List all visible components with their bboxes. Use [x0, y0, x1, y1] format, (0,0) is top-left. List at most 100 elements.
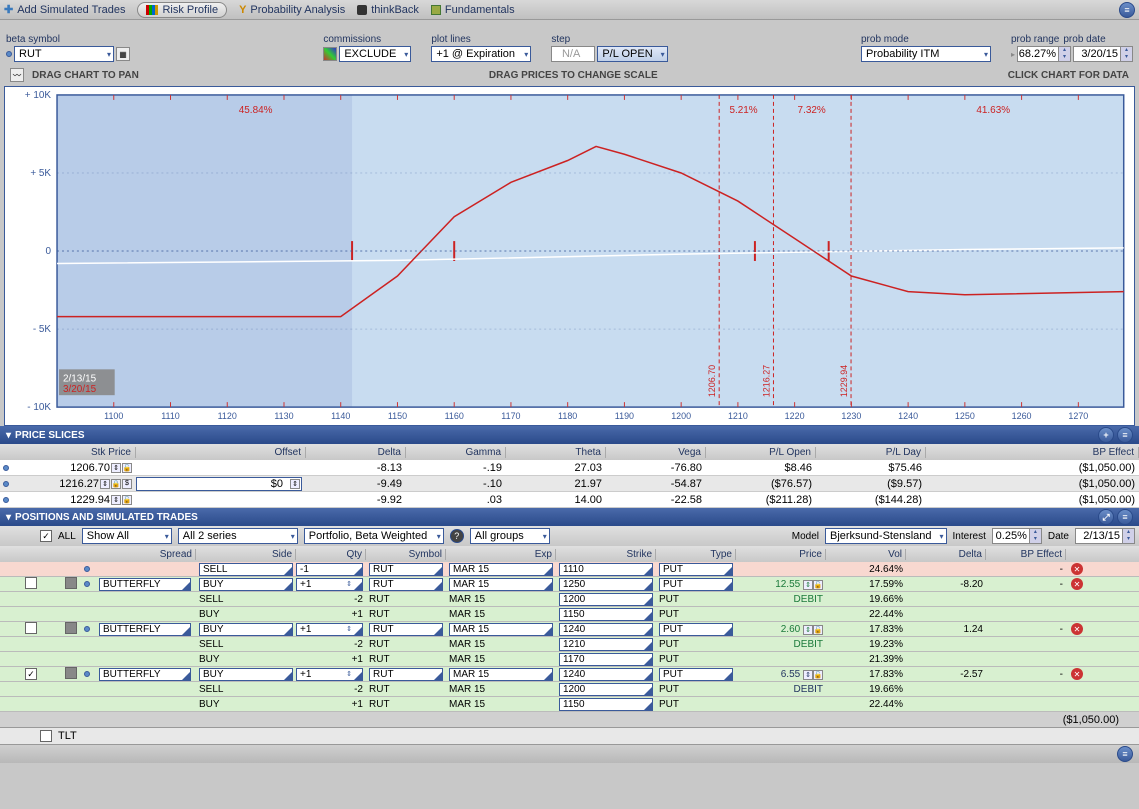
dot-icon[interactable]: [3, 497, 9, 503]
dot-icon[interactable]: [3, 465, 9, 471]
dot-icon[interactable]: [84, 671, 90, 677]
cell-input[interactable]: 1240: [559, 623, 653, 636]
spread-dropdown[interactable]: BUTTERFLY: [99, 578, 191, 591]
prob-date-input[interactable]: 3/20/15▴▾: [1073, 46, 1133, 62]
cell-input[interactable]: RUT: [369, 563, 443, 576]
cell-input[interactable]: BUY: [199, 668, 293, 681]
spinner-icon[interactable]: ⇕: [111, 495, 121, 505]
add-slice-button[interactable]: +: [1098, 427, 1114, 443]
commissions-dropdown[interactable]: EXCLUDE: [339, 46, 411, 62]
lock-icon[interactable]: 🔓: [122, 495, 132, 505]
spread-dropdown[interactable]: BUTTERFLY: [99, 668, 191, 681]
lock-icon[interactable]: 🔒: [111, 479, 121, 489]
spinner-icon[interactable]: ⇕: [803, 625, 813, 635]
add-simulated-trades-tab[interactable]: ✚Add Simulated Trades: [4, 3, 125, 16]
cell-input[interactable]: PUT: [659, 623, 733, 636]
show-filter-dropdown[interactable]: Show All: [82, 528, 172, 544]
dot-icon[interactable]: [3, 481, 9, 487]
prob-mode-dropdown[interactable]: Probability ITM: [861, 46, 991, 62]
positions-menu-button[interactable]: ≡: [1117, 509, 1133, 525]
cell-input[interactable]: SELL: [199, 563, 293, 576]
all-checkbox[interactable]: ✓: [40, 530, 52, 542]
step-input[interactable]: N/A: [551, 46, 595, 62]
probability-analysis-tab[interactable]: YProbability Analysis: [239, 4, 345, 16]
spinner-icon[interactable]: ⇕: [100, 479, 110, 489]
delete-button[interactable]: ✕: [1071, 668, 1083, 680]
group-box[interactable]: [65, 667, 77, 679]
plopen-dropdown[interactable]: P/L OPEN: [597, 46, 667, 62]
group-checkbox[interactable]: [25, 622, 37, 634]
lock-icon[interactable]: 🔓: [813, 580, 823, 590]
model-dropdown[interactable]: Bjerksund-Stensland: [825, 528, 947, 544]
groups-dropdown[interactable]: All groups: [470, 528, 550, 544]
cell-input[interactable]: 1210: [559, 638, 653, 651]
positions-expand-button[interactable]: ⤢: [1098, 509, 1114, 525]
group-checkbox[interactable]: ✓: [25, 668, 37, 680]
cell-input[interactable]: BUY: [199, 578, 293, 591]
series-dropdown[interactable]: All 2 series: [178, 528, 298, 544]
dot-icon[interactable]: [84, 626, 90, 632]
cell-input[interactable]: +1⇕: [296, 578, 363, 591]
offset-input[interactable]: $0⇕: [136, 477, 302, 491]
group-checkbox[interactable]: [25, 577, 37, 589]
spinner-icon[interactable]: ⇕: [111, 463, 121, 473]
group-box[interactable]: [65, 577, 77, 589]
delete-button[interactable]: ✕: [1071, 623, 1083, 635]
portfolio-dropdown[interactable]: Portfolio, Beta Weighted: [304, 528, 444, 544]
cell-input[interactable]: MAR 15: [449, 668, 553, 681]
cell-input[interactable]: PUT: [659, 668, 733, 681]
plot-lines-dropdown[interactable]: +1 @ Expiration: [431, 46, 531, 62]
cell-input[interactable]: RUT: [369, 578, 443, 591]
lock-icon[interactable]: 🔓: [122, 463, 132, 473]
cell-input[interactable]: PUT: [659, 578, 733, 591]
tlt-checkbox[interactable]: [40, 730, 52, 742]
menu-button[interactable]: ≡: [1119, 2, 1135, 18]
chart-icon[interactable]: 〰: [10, 68, 24, 82]
cell-input[interactable]: 1170: [559, 653, 653, 666]
link-icon[interactable]: ▦: [116, 47, 130, 61]
fundamentals-tab[interactable]: Fundamentals: [431, 4, 515, 16]
cell-input[interactable]: 1200: [559, 683, 653, 696]
dot-icon[interactable]: [84, 566, 90, 572]
cell-input[interactable]: MAR 15: [449, 578, 553, 591]
cell-input[interactable]: 1110: [559, 563, 653, 576]
interest-input[interactable]: 0.25%▴▾: [992, 528, 1042, 544]
spinner-icon[interactable]: ⇕: [803, 580, 813, 590]
cell-input[interactable]: BUY: [199, 623, 293, 636]
cell-input[interactable]: 1200: [559, 593, 653, 606]
dot-icon[interactable]: [84, 581, 90, 587]
lock-icon[interactable]: 🔓: [813, 670, 823, 680]
cell-input[interactable]: PUT: [659, 563, 733, 576]
cell-input[interactable]: +1⇕: [296, 623, 363, 636]
help-button[interactable]: ?: [450, 529, 464, 543]
slice-menu-button[interactable]: ≡: [1117, 427, 1133, 443]
date-input[interactable]: 2/13/15▴▾: [1075, 528, 1135, 544]
footer-menu-button[interactable]: ≡: [1117, 746, 1133, 762]
cell-input[interactable]: +1⇕: [296, 668, 363, 681]
cell-input[interactable]: 1150: [559, 608, 653, 621]
grid-icon[interactable]: [323, 47, 337, 61]
risk-chart[interactable]: + 10K+ 5K0- 5K- 10K110011101120113011401…: [4, 86, 1135, 426]
collapse-icon[interactable]: ▾: [6, 512, 11, 523]
delete-button[interactable]: ✕: [1071, 578, 1083, 590]
cell-input[interactable]: -1: [296, 563, 363, 576]
cell-input[interactable]: MAR 15: [449, 623, 553, 636]
thinkback-tab[interactable]: thinkBack: [357, 4, 419, 16]
cell-input[interactable]: 1150: [559, 698, 653, 711]
cell-input[interactable]: 1250: [559, 578, 653, 591]
cell-input[interactable]: RUT: [369, 668, 443, 681]
risk-profile-tab[interactable]: Risk Profile: [137, 2, 227, 18]
dollar-icon[interactable]: $: [122, 479, 132, 489]
cell-input[interactable]: RUT: [369, 623, 443, 636]
spinner-icon[interactable]: ⇕: [803, 670, 813, 680]
lock-icon[interactable]: 🔓: [813, 625, 823, 635]
cell-input[interactable]: 1240: [559, 668, 653, 681]
cell-input[interactable]: MAR 15: [449, 563, 553, 576]
delete-button[interactable]: ✕: [1071, 563, 1083, 575]
beta-symbol-dropdown[interactable]: RUT: [14, 46, 114, 62]
spread-dropdown[interactable]: BUTTERFLY: [99, 623, 191, 636]
collapse-icon[interactable]: ▾: [6, 430, 11, 441]
group-box[interactable]: [65, 622, 77, 634]
tlt-row[interactable]: TLT: [0, 727, 1139, 745]
prob-range-input[interactable]: 68.27%▴▾: [1017, 46, 1071, 62]
